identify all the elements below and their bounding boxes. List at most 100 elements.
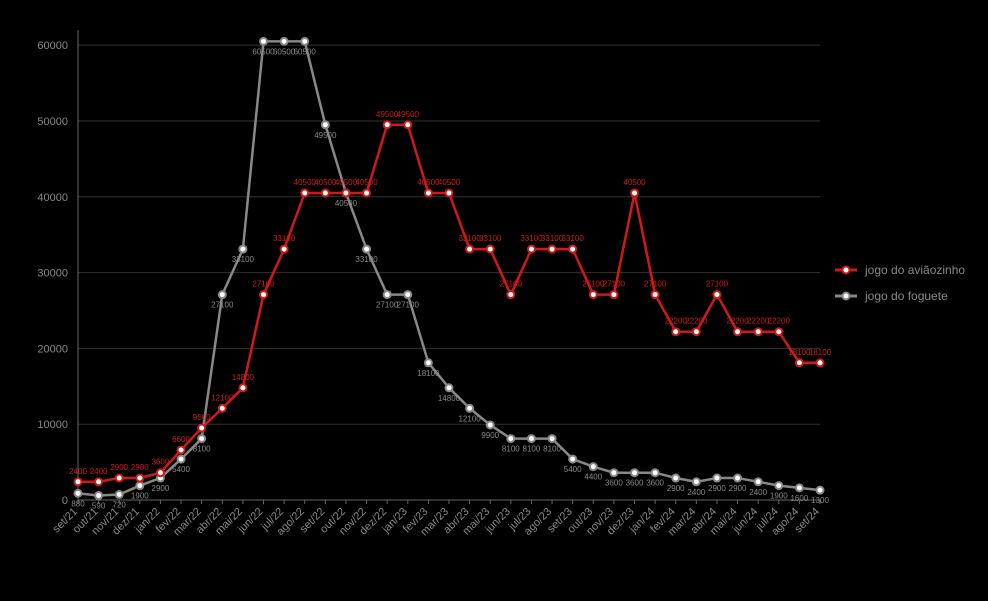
data-label: 12100 xyxy=(458,414,481,423)
data-label: 40500 xyxy=(438,178,461,187)
data-label: 27100 xyxy=(500,280,523,289)
data-label: 33100 xyxy=(541,234,564,243)
data-label: 22200 xyxy=(747,317,770,326)
data-marker xyxy=(734,475,741,482)
data-label: 18100 xyxy=(788,348,811,357)
data-marker xyxy=(713,291,720,298)
data-marker xyxy=(219,405,226,412)
data-marker xyxy=(425,359,432,366)
data-marker xyxy=(75,478,82,485)
legend-marker xyxy=(843,293,850,300)
data-label: 18100 xyxy=(809,348,832,357)
data-marker xyxy=(404,291,411,298)
data-label: 8100 xyxy=(523,445,541,454)
y-tick-label: 40000 xyxy=(37,192,68,204)
data-marker xyxy=(384,291,391,298)
data-label: 22200 xyxy=(768,317,791,326)
data-marker xyxy=(796,484,803,491)
data-label: 22200 xyxy=(726,317,749,326)
data-marker xyxy=(672,328,679,335)
data-marker xyxy=(466,405,473,412)
data-label: 14800 xyxy=(232,373,255,382)
y-tick-label: 20000 xyxy=(37,343,68,355)
data-marker xyxy=(507,291,514,298)
data-label: 2900 xyxy=(729,484,747,493)
data-label: 33100 xyxy=(355,255,378,264)
data-marker xyxy=(363,189,370,196)
data-marker xyxy=(817,487,824,494)
data-label: 1900 xyxy=(131,492,149,501)
data-label: 49500 xyxy=(376,110,399,119)
data-marker xyxy=(95,478,102,485)
data-label: 3600 xyxy=(646,479,664,488)
data-marker xyxy=(219,291,226,298)
data-marker xyxy=(528,435,535,442)
data-marker xyxy=(239,384,246,391)
data-label: 2900 xyxy=(131,463,149,472)
data-label: 2400 xyxy=(90,467,108,476)
data-label: 40500 xyxy=(335,199,358,208)
legend-label: jogo do foguete xyxy=(864,289,948,303)
data-label: 33100 xyxy=(520,234,543,243)
y-tick-label: 50000 xyxy=(37,116,68,128)
data-label: 27100 xyxy=(644,280,667,289)
data-label: 2900 xyxy=(667,484,685,493)
data-label: 590 xyxy=(92,502,106,511)
data-label: 8100 xyxy=(502,445,520,454)
data-marker xyxy=(198,424,205,431)
data-label: 60500 xyxy=(273,47,296,56)
data-label: 27100 xyxy=(211,301,234,310)
data-label: 18100 xyxy=(417,369,440,378)
data-label: 3600 xyxy=(626,479,644,488)
data-marker xyxy=(487,246,494,253)
data-label: 33100 xyxy=(562,234,585,243)
data-marker xyxy=(590,291,597,298)
data-marker xyxy=(610,291,617,298)
data-label: 1600 xyxy=(790,494,808,503)
chart-container: 0100002000030000400005000060000set/21out… xyxy=(0,0,988,601)
data-marker xyxy=(487,421,494,428)
data-label: 2400 xyxy=(687,488,705,497)
data-label: 60500 xyxy=(252,47,275,56)
data-label: 880 xyxy=(71,499,85,508)
data-marker xyxy=(734,328,741,335)
y-tick-label: 10000 xyxy=(37,419,68,431)
data-label: 33100 xyxy=(232,255,255,264)
data-label: 33100 xyxy=(479,234,502,243)
data-label: 5400 xyxy=(172,465,190,474)
data-marker xyxy=(755,328,762,335)
data-marker xyxy=(446,189,453,196)
data-label: 3600 xyxy=(152,458,170,467)
data-marker xyxy=(796,359,803,366)
data-label: 60500 xyxy=(294,47,317,56)
y-tick-label: 30000 xyxy=(37,268,68,280)
data-marker xyxy=(322,121,329,128)
data-marker xyxy=(652,469,659,476)
data-label: 40500 xyxy=(314,178,337,187)
data-label: 22200 xyxy=(685,317,708,326)
data-marker xyxy=(590,463,597,470)
data-marker xyxy=(755,478,762,485)
data-marker xyxy=(136,475,143,482)
data-label: 4400 xyxy=(584,473,602,482)
data-marker xyxy=(652,291,659,298)
data-label: 3600 xyxy=(605,479,623,488)
data-marker xyxy=(239,246,246,253)
data-marker xyxy=(260,38,267,45)
data-label: 5400 xyxy=(564,465,582,474)
data-label: 27100 xyxy=(603,280,626,289)
data-marker xyxy=(384,121,391,128)
data-label: 2400 xyxy=(69,467,87,476)
data-marker xyxy=(528,246,535,253)
data-label: 2400 xyxy=(749,488,767,497)
data-label: 49500 xyxy=(314,131,337,140)
data-label: 27100 xyxy=(397,301,420,310)
data-marker xyxy=(116,475,123,482)
data-marker xyxy=(713,475,720,482)
data-label: 8100 xyxy=(193,445,211,454)
data-marker xyxy=(549,246,556,253)
data-marker xyxy=(281,246,288,253)
data-marker xyxy=(693,478,700,485)
data-label: 40500 xyxy=(294,178,317,187)
data-label: 49500 xyxy=(397,110,420,119)
